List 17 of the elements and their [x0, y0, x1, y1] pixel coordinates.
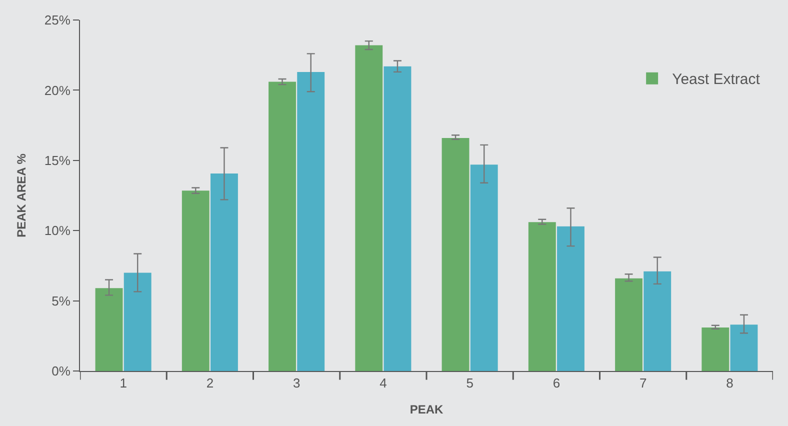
y-tick-label: 5%: [52, 293, 71, 308]
x-tick-label: 3: [292, 376, 300, 391]
y-tick-label: 0%: [52, 364, 71, 379]
x-axis-title: PEAK: [410, 402, 444, 416]
x-tick-label: 6: [552, 376, 560, 391]
y-tick-label: 20%: [44, 82, 71, 98]
x-tick-label: 2: [206, 376, 214, 391]
x-tick-label: 1: [120, 376, 127, 391]
legend-label: Yeast Extract: [672, 71, 761, 88]
x-tick-label: 7: [639, 376, 647, 391]
y-tick-label: 25%: [44, 12, 71, 28]
y-tick-label: 15%: [44, 152, 71, 168]
x-tick-label: 5: [466, 376, 474, 391]
x-tick-label: 4: [380, 376, 387, 391]
y-axis-title: PEAK AREA %: [14, 153, 29, 238]
y-tick-label: 10%: [44, 223, 71, 238]
x-tick-label: 8: [726, 376, 734, 391]
